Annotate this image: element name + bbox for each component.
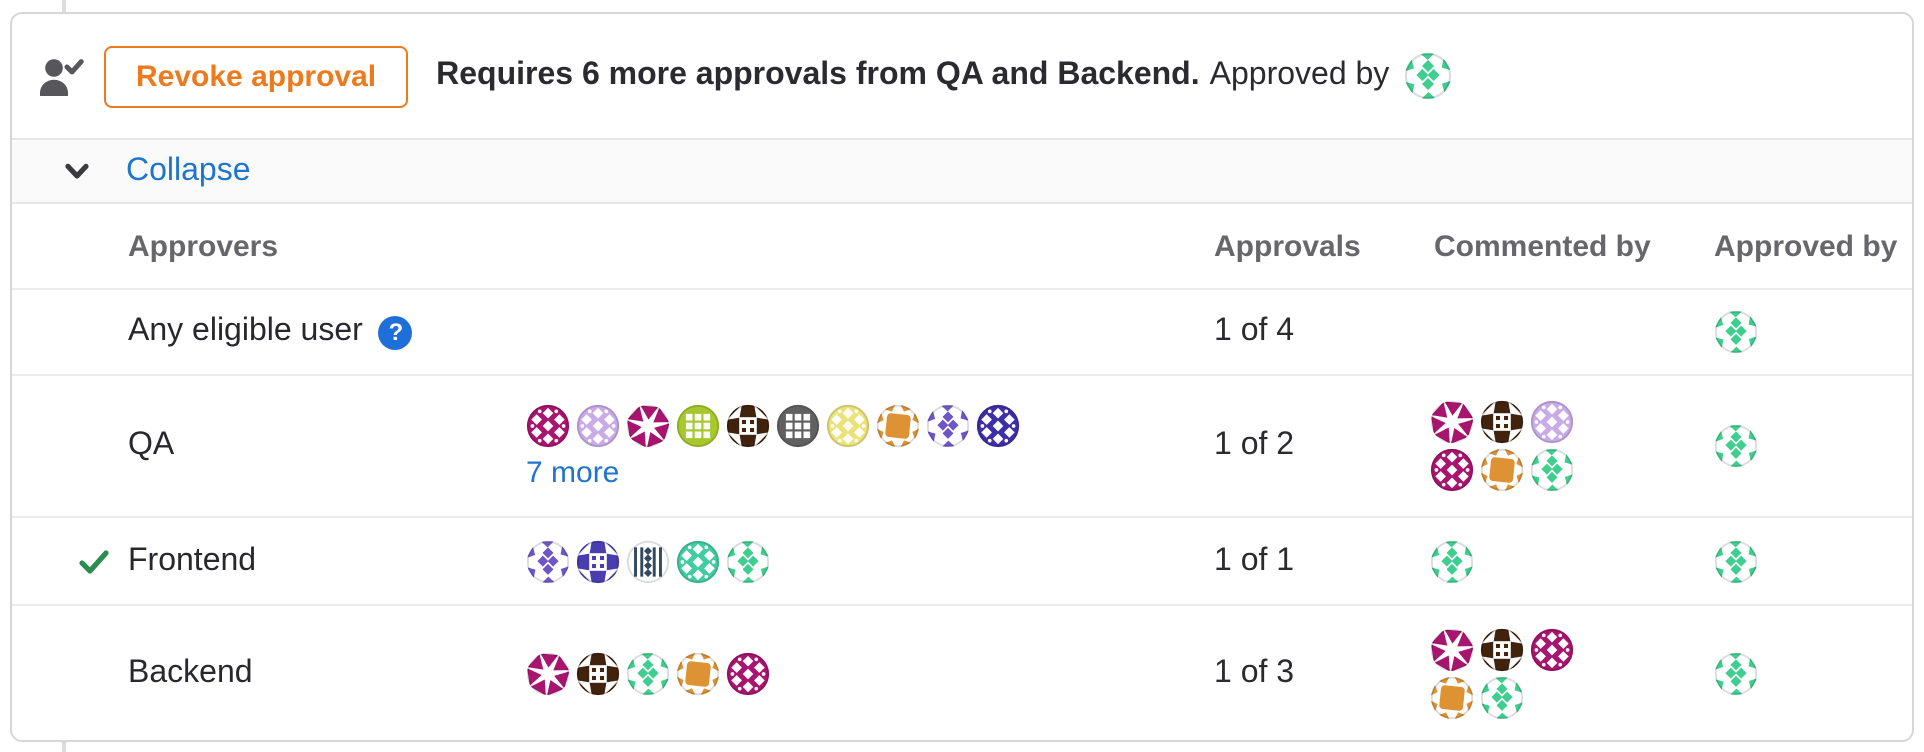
user-avatar-mint[interactable] (1430, 539, 1474, 583)
approvals-count: 1 of 2 (1214, 428, 1295, 462)
user-avatar-mint[interactable] (1714, 539, 1758, 583)
commented-by-avatars (1422, 539, 1586, 583)
user-avatar-mint[interactable] (1714, 424, 1758, 468)
user-avatar-mint[interactable] (1480, 676, 1524, 720)
rule-name: Frontend (128, 543, 257, 577)
user-avatar-brown[interactable] (1480, 628, 1524, 672)
user-avatar-magenta-pin[interactable] (526, 652, 570, 696)
requirement-text: Requires 6 more approvals from QA and Ba… (436, 58, 1200, 92)
column-header-commented-by: Commented by (1434, 229, 1651, 263)
user-avatar-indigo-mosaic[interactable] (576, 539, 620, 583)
user-avatar-mint[interactable] (1714, 310, 1758, 354)
user-avatar-navy[interactable] (626, 539, 670, 583)
rule-name: Any eligible user (128, 314, 363, 348)
user-avatar-brown[interactable] (726, 403, 770, 447)
column-header-approvals: Approvals (1214, 229, 1361, 263)
user-avatar-mint[interactable] (1403, 52, 1451, 100)
user-avatar-yellow[interactable] (826, 403, 870, 447)
table-header-row: Approvers Approvals Commented by Approve… (12, 204, 1912, 290)
user-avatar-mint[interactable] (726, 539, 770, 583)
approval-requirement-message: Requires 6 more approvals from QA and Ba… (436, 52, 1451, 100)
commented-by-avatars (1422, 628, 1586, 720)
approval-rule-row-backend: Backend 1 of 3 (12, 606, 1912, 740)
approved-by-avatars (1702, 310, 1870, 354)
user-check-icon (36, 53, 84, 99)
column-header-approved-by: Approved by (1714, 229, 1898, 263)
summary-approver-avatar (1403, 52, 1451, 100)
approver-avatar-list (526, 403, 1202, 447)
user-avatar-mint[interactable] (1530, 448, 1574, 492)
user-avatar-orange[interactable] (676, 652, 720, 696)
approver-avatar-list (526, 652, 1202, 696)
collapse-link[interactable]: Collapse (126, 153, 251, 187)
user-avatar-purple[interactable] (526, 539, 570, 583)
user-avatar-lime[interactable] (676, 403, 720, 447)
user-avatar-mint[interactable] (1714, 652, 1758, 696)
user-avatar-brown[interactable] (576, 652, 620, 696)
approval-rule-row-any-eligible-user: Any eligible user? 1 of 4 (12, 290, 1912, 376)
user-avatar-magenta[interactable] (1530, 628, 1574, 672)
approval-summary-bar: Revoke approval Requires 6 more approval… (12, 14, 1912, 138)
more-approvers-link[interactable]: 7 more (526, 455, 620, 489)
user-avatar-orange[interactable] (1430, 676, 1474, 720)
approval-rule-row-qa: QA 7 more 1 of 2 (12, 376, 1912, 518)
approvals-card: Revoke approval Requires 6 more approval… (10, 12, 1914, 742)
approvals-count: 1 of 3 (1214, 656, 1295, 690)
approval-rules-rows: Any eligible user? 1 of 4 QA 7 more 1 of 2 Fr… (12, 290, 1912, 740)
user-avatar-magenta-pin[interactable] (1430, 628, 1474, 672)
approved-by-avatars (1702, 539, 1870, 583)
help-question-icon[interactable]: ? (378, 315, 413, 349)
collapse-bar: Collapse (12, 138, 1912, 204)
user-avatar-purple[interactable] (926, 403, 970, 447)
user-avatar-gray[interactable] (776, 403, 820, 447)
user-avatar-magenta[interactable] (526, 403, 570, 447)
rule-name: Backend (128, 656, 253, 690)
column-header-approvers: Approvers (128, 229, 279, 263)
user-avatar-indigo[interactable] (976, 403, 1020, 447)
user-avatar-lavender[interactable] (1530, 400, 1574, 444)
approved-by-text: Approved by (1209, 58, 1390, 92)
user-avatar-mint[interactable] (626, 652, 670, 696)
user-avatar-lavender[interactable] (576, 403, 620, 447)
approval-rule-row-frontend: Frontend 1 of 1 (12, 518, 1912, 606)
user-avatar-magenta[interactable] (1430, 448, 1474, 492)
approvals-count: 1 of 4 (1214, 314, 1295, 348)
approvals-count: 1 of 1 (1214, 543, 1295, 577)
user-avatar-magenta[interactable] (726, 652, 770, 696)
revoke-approval-button[interactable]: Revoke approval (104, 45, 409, 107)
user-avatar-orange[interactable] (876, 403, 920, 447)
user-avatar-brown[interactable] (1480, 400, 1524, 444)
chevron-down-icon[interactable] (62, 156, 92, 186)
approved-by-avatars (1702, 424, 1870, 468)
user-avatar-magenta-pin[interactable] (1430, 400, 1474, 444)
user-avatar-magenta-pin[interactable] (626, 403, 670, 447)
commented-by-avatars (1422, 400, 1586, 492)
user-avatar-teal[interactable] (676, 539, 720, 583)
approved-check-icon (79, 549, 109, 573)
user-avatar-orange[interactable] (1480, 448, 1524, 492)
approved-by-avatars (1702, 652, 1870, 696)
rule-name: QA (128, 428, 175, 462)
approver-avatar-list (526, 539, 1202, 583)
